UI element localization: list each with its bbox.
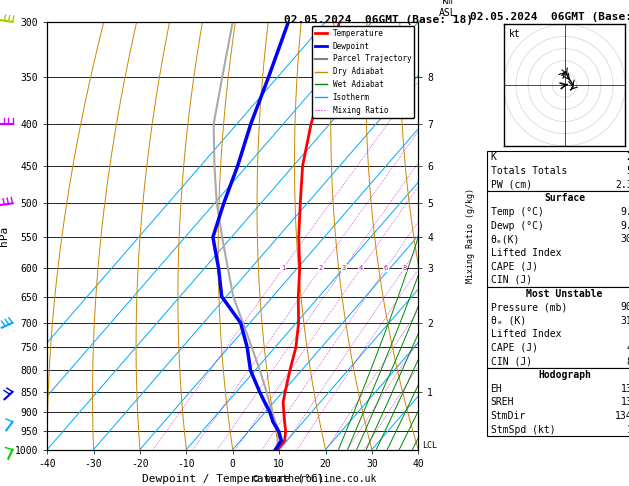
Text: Temp (°C): Temp (°C) <box>491 207 543 217</box>
Text: Lifted Index: Lifted Index <box>491 330 561 339</box>
Text: 9.2: 9.2 <box>621 221 629 230</box>
Legend: Temperature, Dewpoint, Parcel Trajectory, Dry Adiabat, Wet Adiabat, Isotherm, Mi: Temperature, Dewpoint, Parcel Trajectory… <box>312 26 415 118</box>
Text: 2: 2 <box>319 265 323 271</box>
Text: 134°: 134° <box>615 411 629 421</box>
Text: 137: 137 <box>621 384 629 394</box>
Y-axis label: hPa: hPa <box>0 226 9 246</box>
Text: LCL: LCL <box>422 440 437 450</box>
Text: CAPE (J): CAPE (J) <box>491 343 538 353</box>
Text: EH: EH <box>491 384 503 394</box>
Text: 27: 27 <box>626 153 629 162</box>
Text: 02.05.2024  06GMT (Base: 18): 02.05.2024 06GMT (Base: 18) <box>470 12 629 22</box>
Text: 8: 8 <box>403 265 406 271</box>
Text: θₑ(K): θₑ(K) <box>491 234 520 244</box>
Text: PW (cm): PW (cm) <box>491 180 532 190</box>
Text: 2.36: 2.36 <box>615 180 629 190</box>
Text: Dewp (°C): Dewp (°C) <box>491 221 543 230</box>
Text: StmSpd (kt): StmSpd (kt) <box>491 425 555 434</box>
Text: 1: 1 <box>281 265 286 271</box>
Text: Hodograph: Hodograph <box>538 370 591 380</box>
Text: SREH: SREH <box>491 398 514 407</box>
Text: 4: 4 <box>359 265 364 271</box>
Text: kt: kt <box>509 29 520 39</box>
Text: 316: 316 <box>621 316 629 326</box>
Text: Totals Totals: Totals Totals <box>491 166 567 176</box>
Text: 900: 900 <box>621 302 629 312</box>
Text: 02.05.2024  06GMT (Base: 18): 02.05.2024 06GMT (Base: 18) <box>284 15 474 25</box>
Text: Most Unstable: Most Unstable <box>526 289 603 298</box>
Text: 45: 45 <box>626 343 629 353</box>
Text: 6: 6 <box>384 265 388 271</box>
Text: StmDir: StmDir <box>491 411 526 421</box>
Text: CIN (J): CIN (J) <box>491 357 532 366</box>
Text: 17: 17 <box>626 425 629 434</box>
Text: 53: 53 <box>626 166 629 176</box>
Text: 81: 81 <box>626 357 629 366</box>
Text: CIN (J): CIN (J) <box>491 275 532 285</box>
Text: Mixing Ratio (g/kg): Mixing Ratio (g/kg) <box>465 188 475 283</box>
X-axis label: Dewpoint / Temperature (°C): Dewpoint / Temperature (°C) <box>142 474 324 484</box>
Text: Pressure (mb): Pressure (mb) <box>491 302 567 312</box>
Text: Surface: Surface <box>544 193 585 203</box>
Text: 9.7: 9.7 <box>621 207 629 217</box>
Text: Lifted Index: Lifted Index <box>491 248 561 258</box>
Text: θₑ (K): θₑ (K) <box>491 316 526 326</box>
Text: K: K <box>491 153 496 162</box>
Text: 134: 134 <box>621 398 629 407</box>
Text: © weatheronline.co.uk: © weatheronline.co.uk <box>253 473 376 484</box>
Text: 303: 303 <box>621 234 629 244</box>
Text: CAPE (J): CAPE (J) <box>491 261 538 271</box>
Text: km
ASL: km ASL <box>439 0 457 17</box>
Text: 3: 3 <box>342 265 346 271</box>
